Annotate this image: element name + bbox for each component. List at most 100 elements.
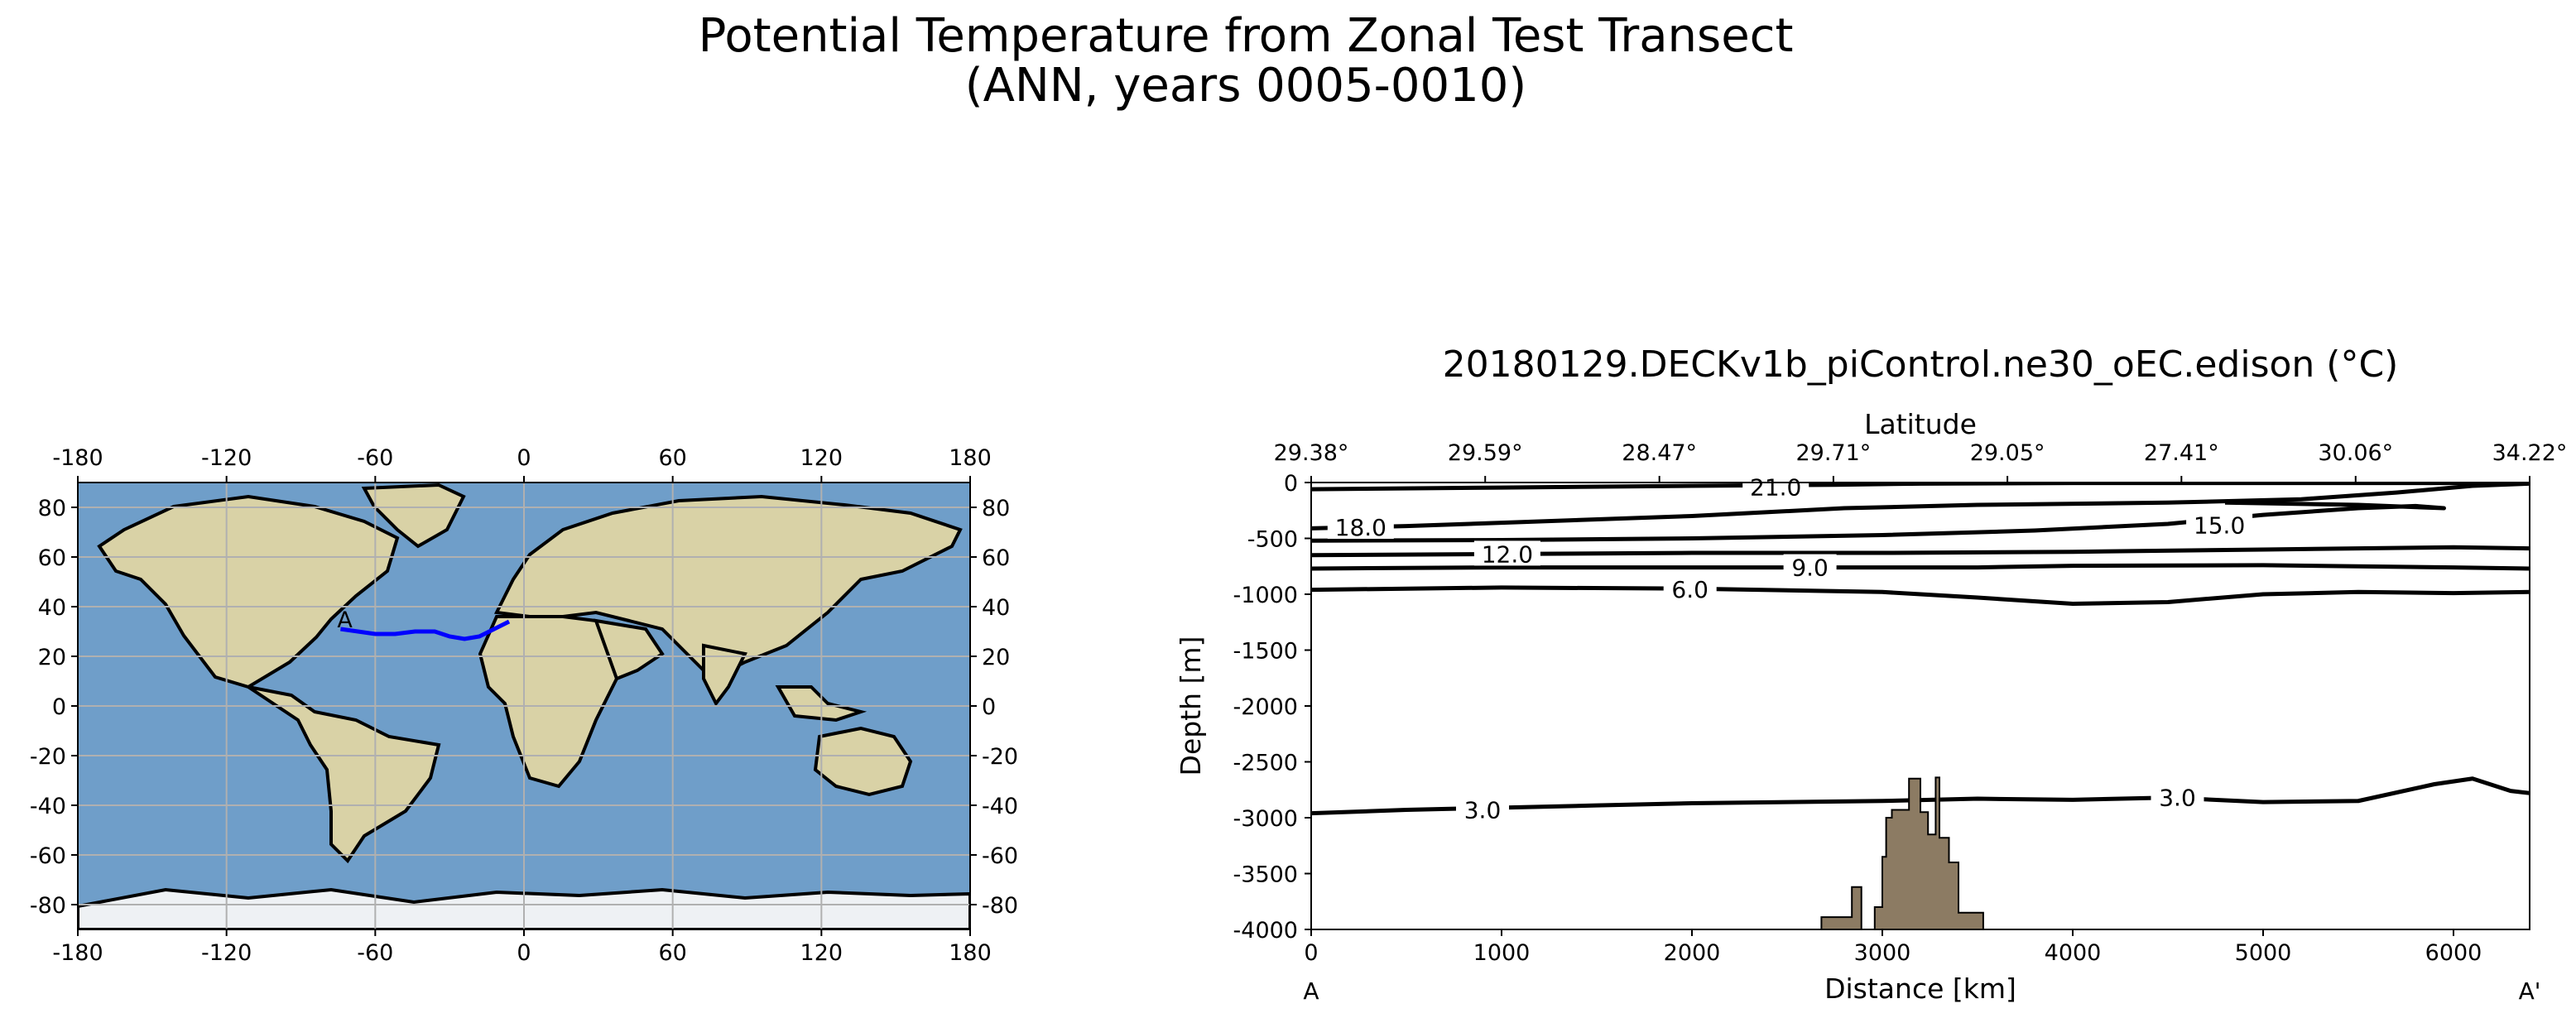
map-lon-tick-label-top: 0 xyxy=(517,445,531,471)
contour-label: 3.0 xyxy=(2159,785,2196,812)
section-end-label: A' xyxy=(2519,977,2541,1005)
map-lon-tick-label-bottom: -60 xyxy=(357,940,393,966)
contour-label-bg xyxy=(1456,796,1509,822)
map-lat-tick-label-right: 0 xyxy=(982,694,996,720)
distance-tick-label: 3000 xyxy=(1854,940,1911,966)
contour-label: 9.0 xyxy=(1791,555,1829,582)
transect-section-panel: 20180129.DECKv1b_piControl.ne30_oEC.edis… xyxy=(1175,343,2567,1005)
map-lat-tick-label-left: 60 xyxy=(38,545,66,571)
contour-label: 3.0 xyxy=(1464,797,1502,824)
map-lat-tick-label-right: 40 xyxy=(982,595,1010,621)
contour-label: 12.0 xyxy=(1482,540,1533,568)
latitude-tick-label: 29.59° xyxy=(1448,440,1523,466)
map-lon-tick-label-bottom: -180 xyxy=(52,940,103,966)
contour-line-6.0 xyxy=(1311,585,2530,606)
latitude-tick-label: 30.06° xyxy=(2318,440,2393,466)
latitude-axis-label: Latitude xyxy=(1864,408,1977,440)
continents xyxy=(78,483,970,929)
contour-label-bg xyxy=(1473,540,1540,566)
depth-tick-label: -2500 xyxy=(1233,751,1298,776)
map-lon-tick-label-top: -120 xyxy=(201,445,252,471)
map-lat-tick-label-right: -20 xyxy=(982,744,1018,770)
contour-labels: 21.0 18.0 15.0 12.0 9.0 6.0 3.0 3.0 xyxy=(1327,473,2253,824)
contour-label-bg xyxy=(2186,511,2253,537)
latitude-tick-label: 27.41° xyxy=(2144,440,2219,466)
map-lat-tick-label-right: -60 xyxy=(982,843,1018,869)
distance-tick-label: 6000 xyxy=(2425,940,2482,966)
eurasia-landmass xyxy=(493,494,963,681)
map-tick-labels: -180 -180 -120 -120 -60 -60 0 0 60 60 120 120 180 180… xyxy=(30,445,1018,966)
contour-label: 18.0 xyxy=(1335,514,1387,541)
map-lon-tick-label-bottom: -120 xyxy=(201,940,252,966)
contour-label-bg xyxy=(1327,514,1394,539)
distance-tick-label: 4000 xyxy=(2045,940,2102,966)
map-lat-tick-label-right: -40 xyxy=(982,794,1018,819)
map-lon-tick-label-bottom: 60 xyxy=(658,940,686,966)
map-lat-tick-label-right: 80 xyxy=(982,496,1010,521)
map-lon-tick-label-top: 60 xyxy=(658,445,686,471)
contour-line-3.0 xyxy=(1311,776,2530,816)
suptitle-line-1: Potential Temperature from Zonal Test Tr… xyxy=(699,9,1794,63)
x-axis-label: Distance [km] xyxy=(1824,972,2016,1005)
contour-label-bg xyxy=(2151,784,2204,809)
section-start-label: A xyxy=(1303,977,1319,1005)
map-lat-tick-label-right: 60 xyxy=(982,545,1010,571)
latitude-tick-label: 29.71° xyxy=(1795,440,1871,466)
contour-label-bg xyxy=(1742,473,1809,499)
contour-label-bg xyxy=(1783,554,1837,579)
world-map-panel: -180 -180 -120 -120 -60 -60 0 0 60 60 120 120 180 180… xyxy=(30,445,1018,966)
map-lon-tick-label-bottom: 180 xyxy=(949,940,992,966)
map-lat-tick-label-left: -60 xyxy=(30,843,66,869)
contour-label: 21.0 xyxy=(1750,473,1801,501)
indonesia-islands xyxy=(775,685,867,723)
map-lat-tick-label-left: -80 xyxy=(30,893,66,919)
section-tick-labels: 0 1000 2000 3000 4000 5000 6000 0 -500 -1000 -1500… xyxy=(1233,440,2568,966)
latitude-tick-label: 29.38° xyxy=(1274,440,1349,466)
greenland-landmass xyxy=(361,483,466,549)
depth-tick-label: -3000 xyxy=(1233,806,1298,832)
map-lon-tick-label-top: -180 xyxy=(52,445,103,471)
map-lat-tick-label-left: -40 xyxy=(30,794,66,819)
contour-label: 6.0 xyxy=(1671,576,1709,603)
map-lon-tick-label-top: 120 xyxy=(800,445,843,471)
south-america-landmass xyxy=(247,685,441,864)
distance-tick-label: 5000 xyxy=(2235,940,2292,966)
suptitle-line-2: (ANN, years 0005-0010) xyxy=(965,59,1527,113)
map-lon-tick-label-bottom: 0 xyxy=(517,940,531,966)
depth-tick-label: 0 xyxy=(1284,471,1298,497)
arabia-landmass xyxy=(593,618,665,681)
transect-start-label: A xyxy=(337,607,353,633)
map-lat-tick-label-left: -20 xyxy=(30,744,66,770)
map-lat-tick-label-left: 80 xyxy=(38,496,66,521)
map-lat-tick-label-right: -80 xyxy=(982,893,1018,919)
contour-label-bg xyxy=(1663,575,1717,601)
map-lon-tick-label-bottom: 120 xyxy=(800,940,843,966)
contour-label: 15.0 xyxy=(2194,511,2245,539)
map-lat-tick-label-right: 20 xyxy=(982,645,1010,670)
contour-line-9.0 xyxy=(1311,563,2530,571)
contour-lines xyxy=(1311,483,2530,816)
transect-line xyxy=(340,619,511,641)
map-lat-tick-label-left: 0 xyxy=(52,694,66,720)
latitude-tick-label: 34.22° xyxy=(2492,440,2568,466)
latitude-tick-label: 28.47° xyxy=(1622,440,1697,466)
contour-line-18.0 xyxy=(1311,483,2530,531)
depth-tick-label: -2000 xyxy=(1233,694,1298,720)
map-lat-tick-label-left: 20 xyxy=(38,645,66,670)
y-axis-label: Depth [m] xyxy=(1175,636,1207,776)
map-lat-tick-label-left: 40 xyxy=(38,595,66,621)
depth-tick-label: -3500 xyxy=(1233,862,1298,888)
latitude-tick-label: 29.05° xyxy=(1970,440,2045,466)
section-title: 20180129.DECKv1b_piControl.ne30_oEC.edis… xyxy=(1443,343,2399,386)
depth-tick-label: -1000 xyxy=(1233,583,1298,608)
distance-tick-label: 0 xyxy=(1304,940,1318,966)
depth-tick-label: -500 xyxy=(1247,527,1298,553)
india-landmass xyxy=(702,643,747,707)
map-lon-tick-label-top: -60 xyxy=(357,445,393,471)
contour-line-21.0 xyxy=(1311,483,2530,492)
distance-tick-label: 1000 xyxy=(1473,940,1531,966)
depth-tick-label: -4000 xyxy=(1233,918,1298,944)
depth-tick-label: -1500 xyxy=(1233,639,1298,665)
map-lon-tick-label-top: 180 xyxy=(949,445,992,471)
